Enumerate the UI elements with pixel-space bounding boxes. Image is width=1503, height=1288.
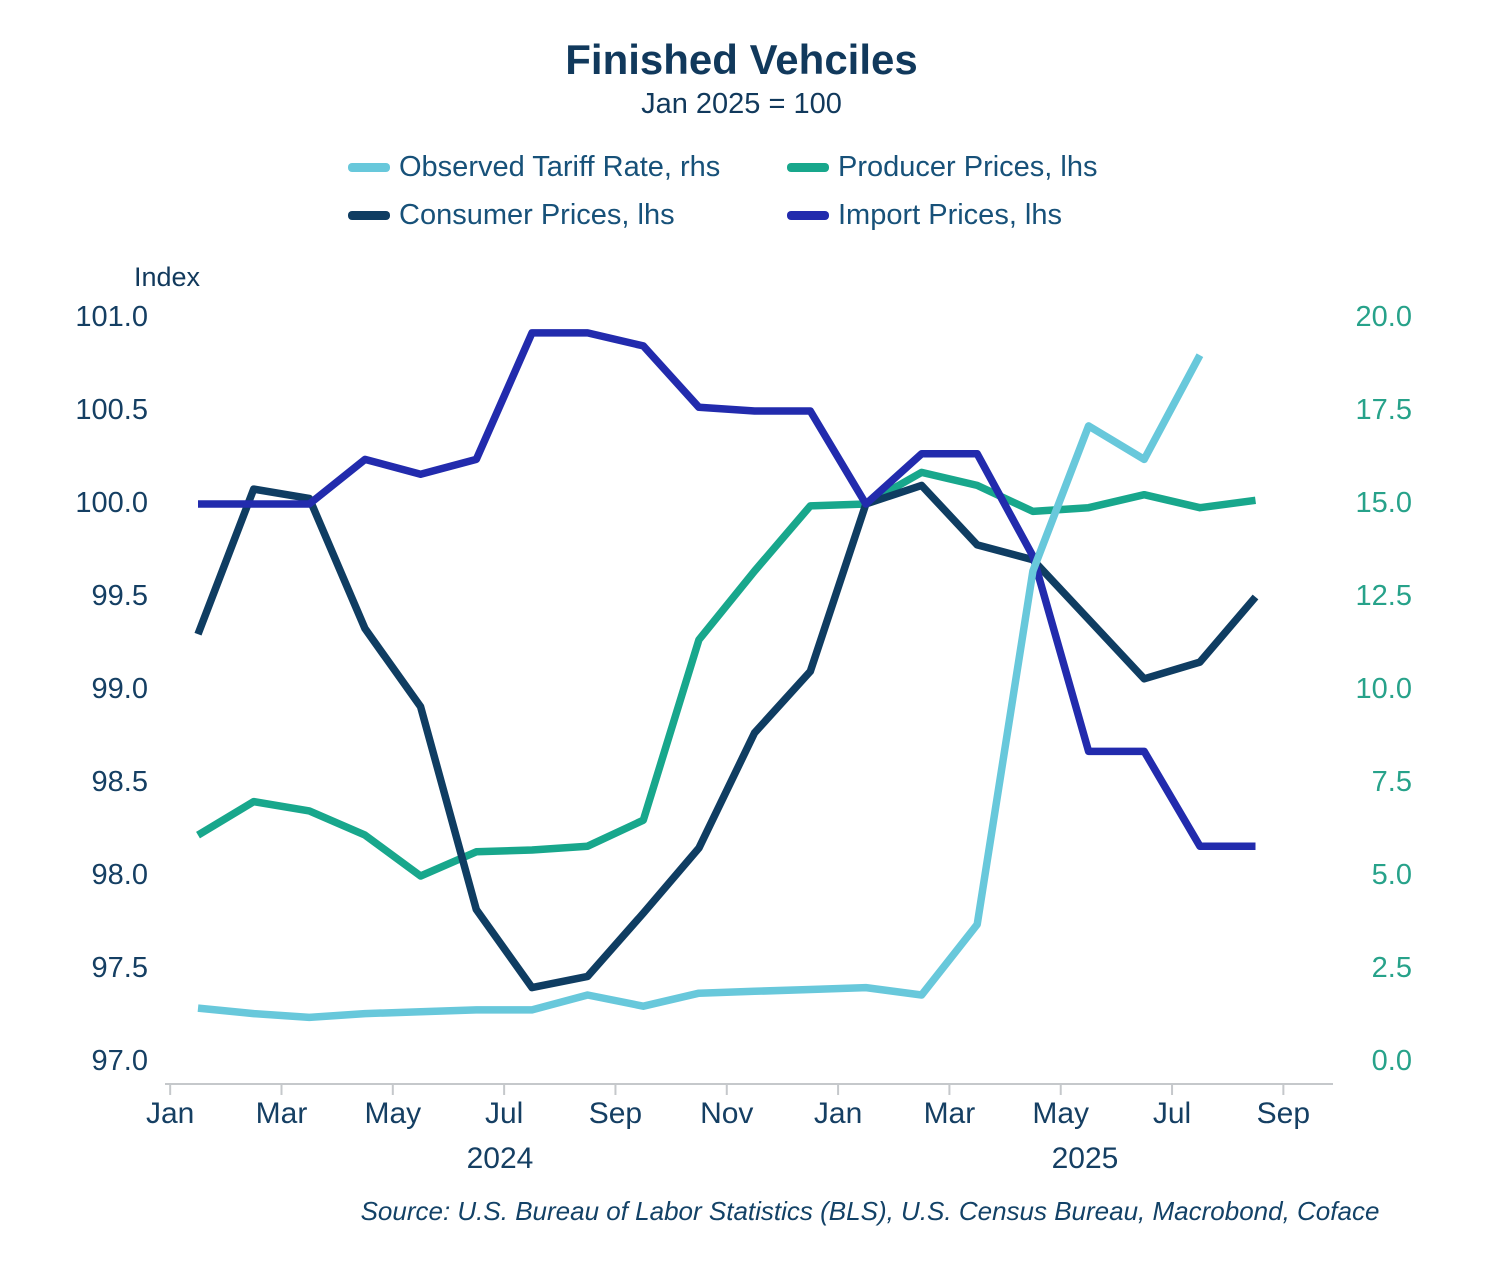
left-axis-tick-label: 98.5 bbox=[91, 766, 148, 798]
series-line-producer-prices-lhs bbox=[196, 468, 1256, 880]
x-axis-tick-label: Nov bbox=[700, 1097, 754, 1130]
right-axis-tick-label: 15.0 bbox=[1355, 487, 1412, 519]
right-axis-tick-label: 10.0 bbox=[1355, 673, 1412, 705]
left-axis-tick-label: 99.0 bbox=[91, 673, 148, 705]
x-axis-year-label: 2025 bbox=[1051, 1142, 1119, 1175]
series-line-import-prices-lhs bbox=[198, 329, 1256, 850]
right-axis-tick-label: 5.0 bbox=[1371, 859, 1412, 891]
legend-item-producer-prices: Producer Prices, lhs bbox=[787, 150, 1098, 184]
legend-label: Import Prices, lhs bbox=[838, 198, 1062, 231]
left-axis-tick-label: 99.5 bbox=[91, 580, 148, 612]
legend-label: Producer Prices, lhs bbox=[838, 150, 1098, 183]
left-axis-tick-label: 100.5 bbox=[75, 394, 148, 426]
series-line-consumer-prices-lhs bbox=[194, 481, 1259, 992]
x-axis-tick-label: May bbox=[1032, 1097, 1090, 1130]
right-axis-tick-label: 0.0 bbox=[1371, 1045, 1412, 1077]
legend-swatch-observed-tariff-rate bbox=[348, 162, 390, 172]
right-axis-tick-label: 7.5 bbox=[1371, 766, 1412, 798]
x-axis-tick-label: Jan bbox=[145, 1097, 195, 1130]
right-axis-tick-label: 12.5 bbox=[1355, 580, 1412, 612]
legend-swatch-producer-prices bbox=[787, 162, 829, 172]
x-axis-year-label: 2024 bbox=[466, 1142, 534, 1175]
left-axis-title: Index bbox=[134, 262, 201, 292]
series-line-observed-tariff-rate-rhs bbox=[197, 353, 1204, 1022]
left-axis-tick-label: 100.0 bbox=[75, 487, 148, 519]
left-axis-tick-label: 97.5 bbox=[91, 952, 148, 984]
x-axis-tick-label: Mar bbox=[923, 1097, 976, 1130]
legend-label: Consumer Prices, lhs bbox=[399, 198, 675, 231]
left-axis-tick-label: 97.0 bbox=[91, 1045, 148, 1077]
x-axis-tick-label: May bbox=[364, 1097, 422, 1130]
source-note: Source: U.S. Bureau of Labor Statistics … bbox=[360, 1196, 1380, 1226]
right-axis-tick-label: 17.5 bbox=[1355, 394, 1412, 426]
chart-subtitle: Jan 2025 = 100 bbox=[641, 88, 842, 120]
right-axis-tick-label: 2.5 bbox=[1371, 952, 1412, 984]
legend-swatch-consumer-prices bbox=[348, 210, 390, 220]
left-axis-tick-label: 101.0 bbox=[75, 301, 148, 333]
x-axis-tick-label: Sep bbox=[1256, 1097, 1311, 1130]
x-axis-tick-label: Jul bbox=[1152, 1097, 1192, 1130]
x-axis-tick-label: Sep bbox=[588, 1097, 643, 1130]
legend-item-consumer-prices: Consumer Prices, lhs bbox=[348, 198, 675, 232]
x-axis-tick-label: Jul bbox=[484, 1097, 524, 1130]
legend-item-import-prices: Import Prices, lhs bbox=[787, 198, 1062, 232]
legend-item-observed-tariff-rate: Observed Tariff Rate, rhs bbox=[348, 150, 720, 184]
right-axis-tick-label: 20.0 bbox=[1355, 301, 1412, 333]
x-axis-tick-label: Mar bbox=[255, 1097, 308, 1130]
left-axis-tick-label: 98.0 bbox=[91, 859, 148, 891]
legend-label: Observed Tariff Rate, rhs bbox=[399, 150, 721, 183]
x-axis-tick-label: Jan bbox=[813, 1097, 863, 1130]
chart-title: Finished Vehciles bbox=[565, 36, 918, 83]
legend-swatch-import-prices bbox=[787, 210, 829, 220]
